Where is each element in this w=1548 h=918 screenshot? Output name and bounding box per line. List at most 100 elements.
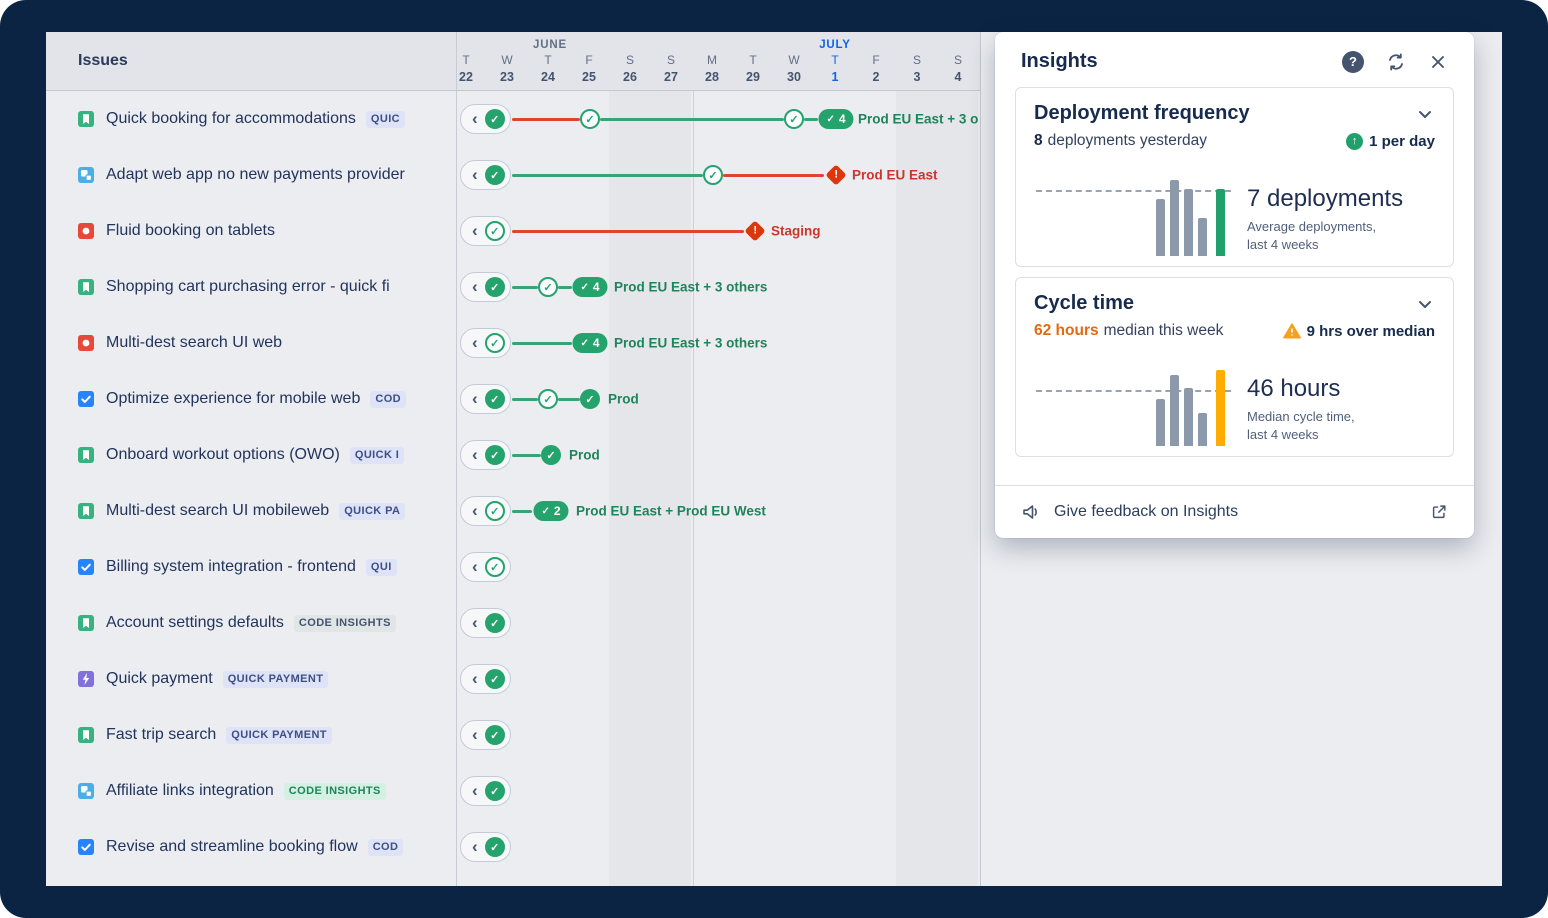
feedback-link[interactable]: Give feedback on Insights <box>995 485 1474 538</box>
history-bar <box>1156 199 1165 256</box>
issue-cell[interactable]: Optimize experience for mobile web COD <box>46 371 456 427</box>
expand-deployments-button[interactable]: ‹ ✓ <box>460 384 511 414</box>
chevron-down-icon[interactable] <box>1415 294 1435 314</box>
issue-cell[interactable]: Adapt web app no new payments provider <box>46 147 456 203</box>
app-canvas: Issues JUNE JULY T 22 W 23 T 24 F 25 S 26 S 27 M 28 T 2… <box>46 32 1502 886</box>
summary-value: 7 deployments <box>1247 184 1404 212</box>
issue-cell[interactable]: Quick booking for accommodations QUIC <box>46 91 456 147</box>
deployment-success-icon[interactable]: ✓ <box>484 669 505 689</box>
issue-cell[interactable]: Onboard workout options (OWO) QUICK I <box>46 427 456 483</box>
issue-cell[interactable]: Fast trip search QUICK PAYMENT <box>46 707 456 763</box>
deployment-success-icon[interactable]: ✓ <box>484 165 505 185</box>
expand-deployments-button[interactable]: ‹ ✓ <box>460 776 511 806</box>
trend-label: 9 hrs over median <box>1306 322 1435 340</box>
chevron-left-icon: ‹ <box>472 500 478 520</box>
panel-resize-divider[interactable] <box>456 32 457 886</box>
expand-deployments-button[interactable]: ‹ ✓ <box>460 832 511 862</box>
deployment-track: ‹ ✓ <box>456 707 980 763</box>
issue-cell[interactable]: Fluid booking on tablets <box>46 203 456 259</box>
issue-title: Onboard workout options (OWO) <box>106 446 340 463</box>
expand-deployments-button[interactable]: ‹ ✓ <box>460 552 511 582</box>
deployment-track: ‹ ✓ <box>456 595 980 651</box>
bug-type-icon <box>78 335 94 351</box>
chevron-down-icon[interactable] <box>1415 104 1435 124</box>
card-title: Deployment frequency <box>1034 102 1250 124</box>
expand-deployments-button[interactable]: ‹ ✓ <box>460 608 511 638</box>
expand-deployments-button[interactable]: ‹ ✓ <box>460 440 511 470</box>
deployment-success-icon[interactable]: ✓ <box>484 109 505 129</box>
refresh-icon[interactable] <box>1386 52 1406 72</box>
deployment-success-icon[interactable]: ✓ <box>538 389 558 409</box>
pipeline-connector-line <box>512 285 538 289</box>
deployment-count-pill[interactable]: ✓ 4 <box>818 109 854 129</box>
help-icon[interactable]: ? <box>1342 50 1364 73</box>
deployment-success-icon[interactable]: ✓ <box>580 389 600 409</box>
deployment-success-icon[interactable]: ✓ <box>784 109 804 129</box>
subtask-type-icon <box>78 783 94 799</box>
summary-caption: Median cycle time, last 4 weeks <box>1247 408 1355 442</box>
pipeline-connector-line <box>512 173 703 177</box>
epic-type-icon <box>78 671 94 687</box>
chevron-left-icon: ‹ <box>472 612 478 632</box>
deployment-failed-icon[interactable]: ! <box>825 164 847 186</box>
cycle-time-card: Cycle time 62 hours median this week <box>1015 277 1454 457</box>
summary-value: 46 hours <box>1247 374 1341 402</box>
stat-value: 8 <box>1034 132 1043 149</box>
deployment-success-icon[interactable]: ✓ <box>484 781 505 801</box>
issue-cell[interactable]: Affiliate links integration CODE INSIGHTS <box>46 763 456 819</box>
deployment-success-icon[interactable]: ✓ <box>484 277 505 297</box>
issue-title: Shopping cart purchasing error - quick f… <box>106 278 390 295</box>
deployment-success-icon[interactable]: ✓ <box>484 557 505 577</box>
deployment-failed-icon[interactable]: ! <box>744 220 766 242</box>
deployment-success-icon[interactable]: ✓ <box>580 109 600 129</box>
expand-deployments-button[interactable]: ‹ ✓ <box>460 104 511 134</box>
chevron-left-icon: ‹ <box>472 836 478 856</box>
deployment-success-icon[interactable]: ✓ <box>541 445 561 465</box>
deployment-success-icon[interactable]: ✓ <box>538 277 558 297</box>
history-bar <box>1170 375 1179 446</box>
close-icon[interactable] <box>1428 52 1448 72</box>
card-title: Cycle time <box>1034 292 1135 314</box>
deployment-success-icon[interactable]: ✓ <box>703 165 723 185</box>
timeline-header: JUNE JULY T 22 W 23 T 24 F 25 S 26 S 27 M 28 T 29 W 30 T 1 F… <box>456 32 980 90</box>
day-header-26: S 26 <box>623 53 637 84</box>
deployment-count-pill[interactable]: ✓ 2 <box>533 501 569 521</box>
insights-panel: Insights ? <box>995 32 1474 538</box>
expand-deployments-button[interactable]: ‹ ✓ <box>460 328 511 358</box>
deployment-count-pill[interactable]: ✓ 4 <box>572 333 608 353</box>
deployment-count-pill[interactable]: ✓ 4 <box>572 277 608 297</box>
issue-cell[interactable]: Multi-dest search UI web <box>46 315 456 371</box>
issue-row: Multi-dest search UI web ‹ ✓ ✓ 4 Prod EU East… <box>46 315 980 371</box>
issue-cell[interactable]: Shopping cart purchasing error - quick f… <box>46 259 456 315</box>
issue-cell[interactable]: Account settings defaults CODE INSIGHTS <box>46 595 456 651</box>
expand-deployments-button[interactable]: ‹ ✓ <box>460 216 511 246</box>
pipeline-connector-line <box>804 117 818 121</box>
deployment-success-icon[interactable]: ✓ <box>484 445 505 465</box>
issue-cell[interactable]: Multi-dest search UI mobileweb QUICK PA <box>46 483 456 539</box>
issue-cell[interactable]: Quick payment QUICK PAYMENT <box>46 651 456 707</box>
expand-deployments-button[interactable]: ‹ ✓ <box>460 272 511 302</box>
expand-deployments-button[interactable]: ‹ ✓ <box>460 720 511 750</box>
issue-title: Billing system integration - frontend <box>106 558 356 575</box>
task-type-icon <box>78 391 94 407</box>
stat-row: 62 hours median this week 9 hrs over med <box>1034 322 1435 340</box>
deployment-success-icon[interactable]: ✓ <box>484 501 505 521</box>
issue-title: Affiliate links integration <box>106 782 274 799</box>
issue-row: Multi-dest search UI mobileweb QUICK PA ‹ ✓… <box>46 483 980 539</box>
deployment-success-icon[interactable]: ✓ <box>484 389 505 409</box>
expand-deployments-button[interactable]: ‹ ✓ <box>460 496 511 526</box>
issue-cell[interactable]: Revise and streamline booking flow COD <box>46 819 456 875</box>
deployment-success-icon[interactable]: ✓ <box>484 837 505 857</box>
issue-cell[interactable]: Billing system integration - frontend QUI <box>46 539 456 595</box>
deployment-success-icon[interactable]: ✓ <box>484 221 505 241</box>
release-version-badge: CODE INSIGHTS <box>293 614 396 632</box>
megaphone-icon <box>1021 502 1041 522</box>
expand-deployments-button[interactable]: ‹ ✓ <box>460 160 511 190</box>
deployment-success-icon[interactable]: ✓ <box>484 333 505 353</box>
deployment-success-icon[interactable]: ✓ <box>484 613 505 633</box>
mini-bar-chart <box>1156 370 1225 446</box>
deployment-success-icon[interactable]: ✓ <box>484 725 505 745</box>
trend: ↑ 1 per day <box>1346 132 1435 150</box>
expand-deployments-button[interactable]: ‹ ✓ <box>460 664 511 694</box>
